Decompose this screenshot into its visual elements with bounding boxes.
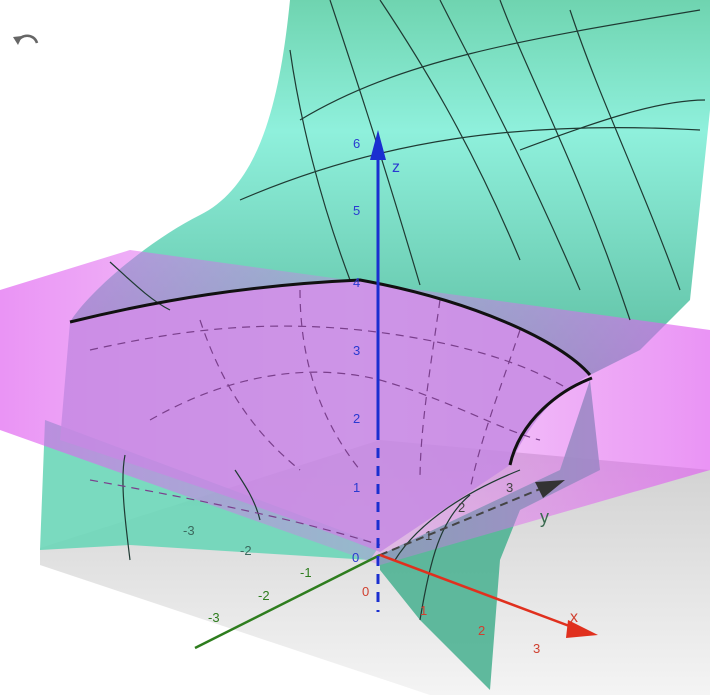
z-tick: 4 bbox=[353, 275, 360, 290]
y-tick: 3 bbox=[506, 480, 513, 495]
surface-right-lower bbox=[380, 380, 600, 690]
y-axis-arrow bbox=[535, 480, 565, 498]
x-tick: 0 bbox=[362, 584, 369, 599]
z-tick: 6 bbox=[353, 136, 360, 151]
y-axis bbox=[379, 486, 546, 556]
y-tick: 1 bbox=[425, 528, 432, 543]
intersection-curve-right bbox=[508, 376, 593, 466]
undo-button[interactable] bbox=[10, 26, 44, 56]
undo-icon bbox=[13, 34, 39, 45]
x-axis bbox=[379, 553, 581, 632]
y-tick: 2 bbox=[458, 500, 465, 515]
axis-label-y: y bbox=[540, 507, 549, 527]
z-axis-arrow bbox=[370, 130, 386, 160]
surface-label: -2 bbox=[240, 543, 252, 558]
z-tick: 3 bbox=[353, 343, 360, 358]
x-tick: 2 bbox=[478, 623, 485, 638]
z-tick: 0 bbox=[352, 550, 359, 565]
axis-label-z: z bbox=[392, 159, 400, 176]
z-tick: 2 bbox=[353, 411, 360, 426]
x-tick: 3 bbox=[533, 641, 540, 656]
surface-grid bbox=[109, 0, 706, 621]
hidden-grid bbox=[89, 289, 571, 546]
y-axis-negative bbox=[194, 553, 381, 650]
z-tick: 1 bbox=[353, 480, 360, 495]
axis-label-x: x bbox=[570, 609, 578, 626]
y-neg-tick: -3 bbox=[208, 610, 220, 625]
x-tick: 1 bbox=[420, 603, 427, 618]
x-axis-arrow bbox=[566, 620, 598, 638]
y-neg-tick: -2 bbox=[258, 588, 270, 603]
intersection-curve bbox=[69, 278, 592, 376]
region-below-plane bbox=[60, 280, 590, 552]
y-neg-tick: -1 bbox=[300, 565, 312, 580]
surface-label: -3 bbox=[183, 523, 195, 538]
z-tick: 5 bbox=[353, 203, 360, 218]
